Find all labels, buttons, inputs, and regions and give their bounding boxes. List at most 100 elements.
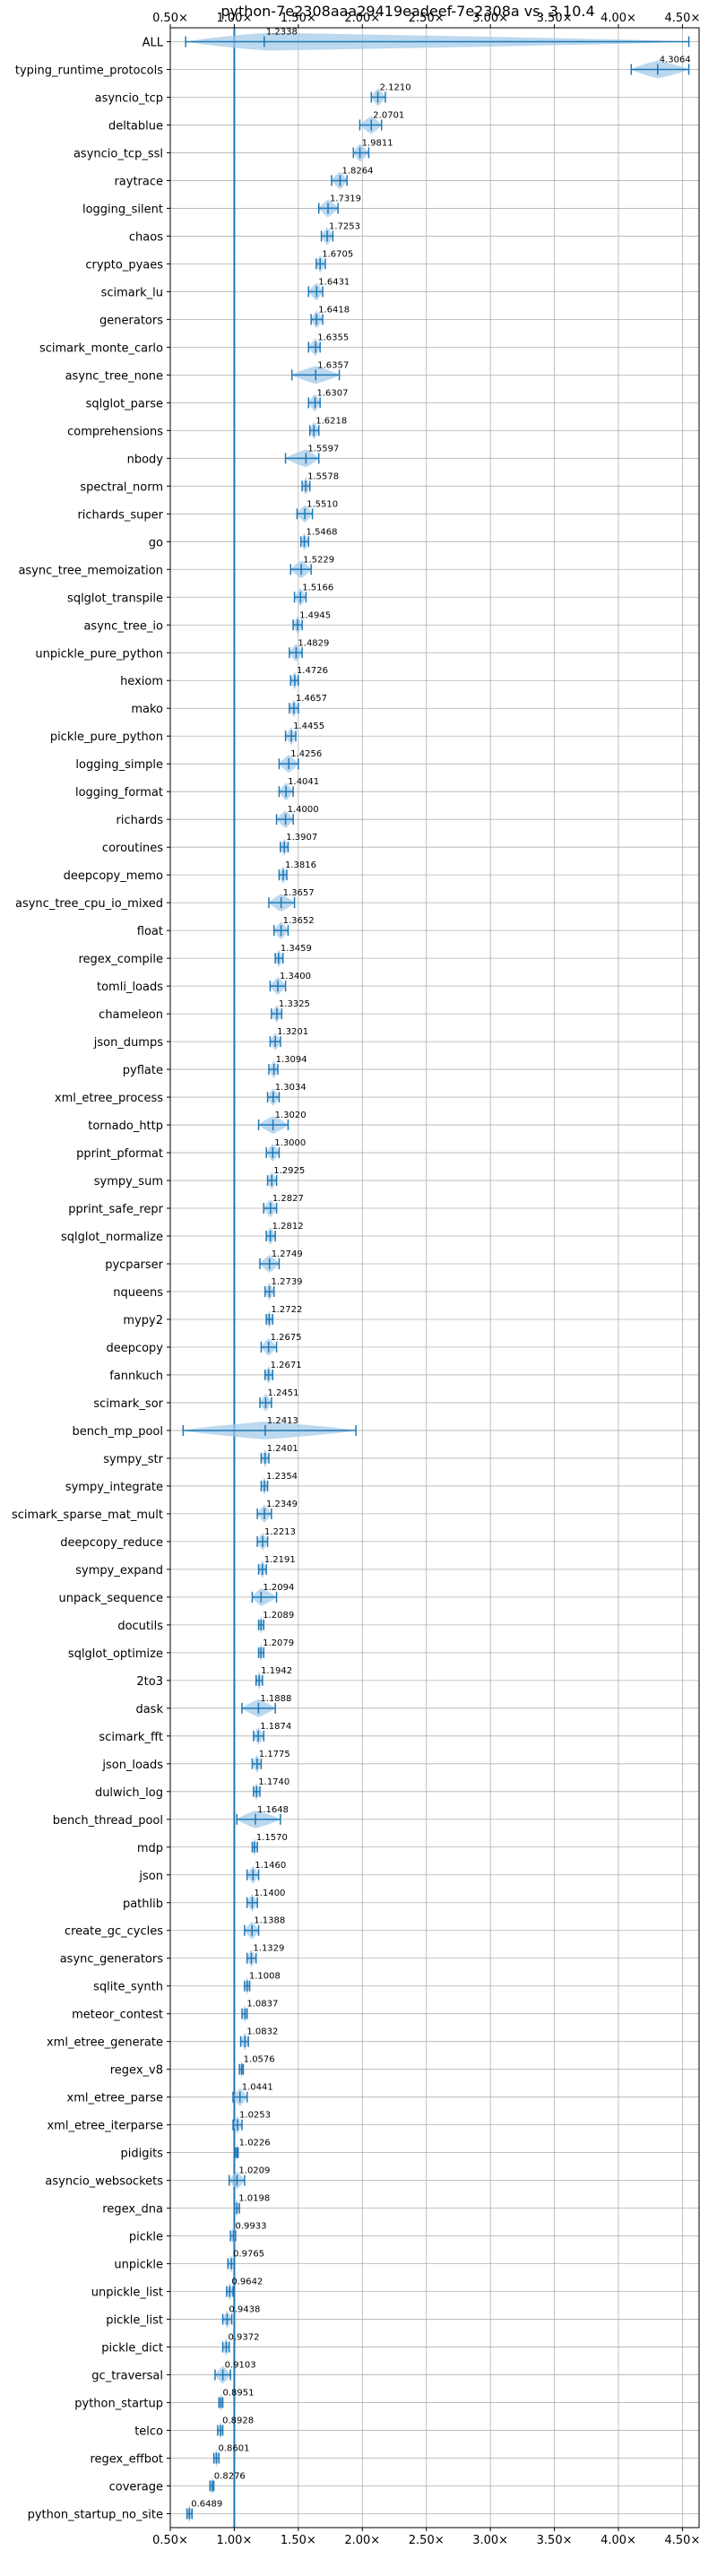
value-label: 1.1888 (260, 1694, 291, 1704)
value-label: 0.9372 (228, 2333, 259, 2343)
value-label: 0.8928 (222, 2416, 254, 2426)
value-label: 1.4657 (296, 694, 327, 704)
benchmark-label: sympy_integrate (65, 1481, 163, 1494)
benchmark-label: deltablue (108, 119, 163, 133)
benchmark-label: pyflate (123, 1064, 163, 1077)
value-label: 1.3400 (280, 972, 311, 981)
value-label: 1.1648 (257, 1805, 289, 1815)
benchmark-label: sympy_str (103, 1453, 163, 1466)
value-label: 1.7319 (330, 194, 361, 203)
benchmark-label: bench_thread_pool (53, 1814, 163, 1828)
value-label: 1.4945 (299, 610, 331, 620)
benchmark-label: spectral_norm (80, 480, 163, 494)
value-label: 1.6418 (318, 305, 350, 315)
benchmark-label: async_generators (60, 1953, 164, 1967)
benchmark-label: regex_v8 (110, 2064, 163, 2078)
value-label: 1.5468 (307, 527, 338, 537)
value-label: 1.6705 (322, 249, 353, 259)
benchmark-label: nbody (127, 453, 164, 466)
benchmark-label: json (138, 1870, 163, 1883)
benchmark-label: python_startup_no_site (28, 2509, 163, 2522)
value-label: 1.2089 (263, 1611, 294, 1621)
benchmark-label: mypy2 (123, 1314, 163, 1327)
value-label: 1.6431 (318, 277, 350, 287)
benchmark-label: deepcopy_reduce (60, 1536, 163, 1550)
value-label: 1.3325 (279, 999, 310, 1009)
value-label: 0.6489 (191, 2500, 222, 2510)
benchmark-label: sqlglot_normalize (61, 1231, 163, 1244)
x-tick-label-top: 0.50× (152, 12, 188, 25)
benchmark-label: asyncio_tcp_ssl (73, 147, 163, 160)
value-label: 0.8951 (222, 2389, 254, 2399)
value-label: 1.2925 (273, 1166, 305, 1176)
benchmark-label: nqueens (113, 1286, 163, 1300)
benchmark-label: richards (117, 814, 164, 827)
chart-title: python-7e2308aaa29419eadeef-7e2308a vs. … (220, 3, 594, 20)
benchmark-label: unpickle (114, 2259, 163, 2272)
value-label: 1.1874 (260, 1722, 291, 1732)
value-label: 1.2349 (266, 1500, 298, 1509)
benchmark-label: pycparser (105, 1258, 163, 1272)
x-tick-label-top: 1.00× (217, 12, 253, 25)
benchmark-label: chameleon (99, 1008, 163, 1022)
value-label: 1.3034 (275, 1083, 307, 1093)
value-label: 1.1460 (255, 1861, 286, 1871)
plot-frame (169, 27, 700, 2528)
x-tick-label-bottom: 1.50× (281, 2534, 316, 2547)
benchmark-label: unpickle_list (91, 2286, 163, 2300)
value-label: 1.6218 (315, 416, 347, 426)
benchmark-label: mdp (137, 1842, 163, 1855)
value-label: 1.3000 (274, 1138, 306, 1148)
benchmark-label: sqlglot_optimize (68, 1647, 163, 1661)
value-label: 1.0441 (242, 2083, 273, 2093)
value-label: 4.3064 (660, 55, 691, 65)
benchmark-label: regex_effbot (90, 2453, 163, 2467)
value-label: 1.1740 (258, 1777, 289, 1787)
value-label: 1.4256 (290, 749, 322, 759)
value-label: 1.2354 (266, 1472, 298, 1482)
benchmark-label: typing_runtime_protocols (15, 64, 163, 77)
x-tick-label-bottom: 3.00× (472, 2534, 508, 2547)
benchmark-label: python_startup (74, 2398, 163, 2411)
value-label: 1.8264 (341, 166, 373, 176)
benchmark-label: docutils (117, 1620, 163, 1633)
x-tick-label-top: 4.50× (665, 12, 701, 25)
value-label: 1.2401 (267, 1444, 298, 1454)
benchmark-label: xml_etree_iterparse (47, 2120, 163, 2133)
value-label: 1.2675 (271, 1333, 302, 1343)
value-label: 0.9765 (233, 2250, 264, 2260)
benchmark-label: raytrace (114, 175, 163, 188)
benchmark-label: pathlib (123, 1897, 163, 1911)
benchmark-label: mako (131, 703, 163, 716)
value-label: 1.2722 (271, 1305, 302, 1315)
benchmark-label: xml_etree_parse (67, 2092, 163, 2105)
value-label: 1.2338 (266, 27, 298, 37)
value-label: 1.5166 (302, 583, 333, 592)
benchmark-label: ALL (143, 36, 164, 49)
value-label: 0.8601 (218, 2444, 249, 2454)
value-label: 1.1400 (254, 1889, 285, 1898)
axis-layer: 0.50× 0.50× 1.00× 1.00× 1.50× 1.50× 2.00× 2.00×… (12, 12, 700, 2547)
value-label: 2.1210 (380, 82, 411, 92)
benchmark-label: xml_etree_process (55, 1092, 163, 1105)
value-label: 1.3459 (281, 944, 312, 954)
benchmark-label: scimark_fft (99, 1731, 163, 1744)
value-label: 1.4726 (297, 666, 328, 676)
benchmark-label: tornado_http (88, 1119, 163, 1133)
benchmark-label: asyncio_tcp (95, 91, 163, 105)
benchmark-label: 2to3 (136, 1675, 163, 1689)
value-label: 1.3020 (275, 1111, 307, 1120)
x-tick-label-bottom: 4.00× (600, 2534, 636, 2547)
value-label: 1.1329 (253, 1944, 284, 1954)
x-tick-label-bottom: 2.50× (409, 2534, 445, 2547)
benchmark-label: scimark_sor (93, 1397, 163, 1411)
benchmark-label: json_dumps (93, 1036, 163, 1050)
benchmark-label: pickle_pure_python (50, 730, 163, 744)
benchmark-label: logging_silent (82, 203, 163, 216)
benchmark-label: async_tree_memoization (18, 564, 163, 577)
x-tick-label-top: 2.50× (409, 12, 445, 25)
value-label: 1.0832 (246, 2027, 278, 2037)
benchmark-label: logging_simple (75, 758, 163, 772)
benchmark-label: pickle_dict (101, 2342, 163, 2356)
